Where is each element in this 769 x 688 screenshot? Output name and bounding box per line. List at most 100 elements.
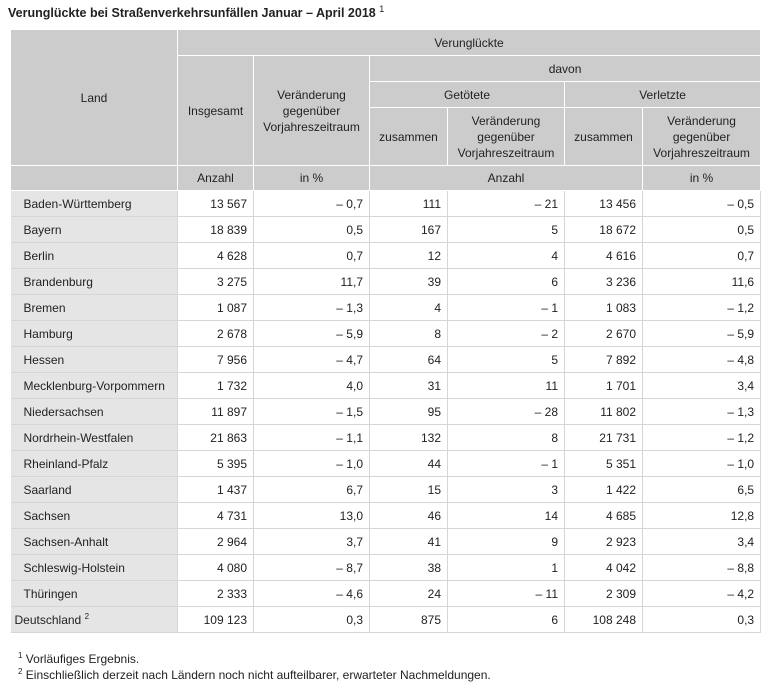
value-cell-getoetete: 38 — [369, 554, 448, 581]
value-cell-ver-get: 14 — [447, 502, 565, 529]
land-cell: Brandenburg — [10, 268, 178, 295]
value-cell-ver-ges: – 1,1 — [253, 424, 370, 451]
header-davon: davon — [368, 55, 762, 82]
value-cell-insgesamt: 3 275 — [177, 268, 254, 295]
value-cell-ver-verl: – 0,5 — [641, 190, 762, 217]
value-cell-ver-verl: 3,4 — [641, 528, 762, 555]
land-cell: Deutschland 2 — [10, 606, 178, 633]
value-cell-verletzte: 4 042 — [564, 554, 643, 581]
value-cell-ver-ges: – 0,7 — [253, 190, 370, 217]
value-cell-insgesamt: 21 863 — [177, 424, 254, 451]
value-cell-verletzte: 3 236 — [564, 268, 643, 295]
value-cell-ver-verl: 3,4 — [641, 372, 762, 399]
land-cell: Sachsen — [10, 502, 178, 529]
header-unit-anzahl: Anzahl — [177, 165, 254, 191]
value-cell-ver-ges: – 8,7 — [253, 554, 370, 581]
value-cell-ver-ges: – 4,6 — [253, 580, 370, 607]
value-cell-insgesamt: 11 897 — [177, 398, 254, 425]
land-cell: Bremen — [10, 294, 178, 321]
value-cell-insgesamt: 4 731 — [177, 502, 254, 529]
land-cell: Niedersachsen — [10, 398, 178, 425]
value-cell-getoetete: 24 — [369, 580, 448, 607]
header-unit-prozent: in % — [253, 165, 370, 191]
value-cell-ver-verl: 11,6 — [641, 268, 762, 295]
value-cell-ver-verl: – 1,2 — [641, 424, 762, 451]
value-cell-ver-get: – 1 — [447, 450, 565, 477]
value-cell-getoetete: 167 — [369, 216, 448, 243]
table-row-total: Deutschland 2 109 123 0,3 875 6 108 248 0,3 — [10, 606, 762, 633]
accident-table: Land Verunglückte Insgesamt Veränderung … — [10, 29, 762, 633]
header-verletzte: Verletzte — [563, 81, 762, 108]
value-cell-getoetete: 39 — [369, 268, 448, 295]
value-cell-getoetete: 31 — [369, 372, 448, 399]
value-cell-ver-get: – 21 — [447, 190, 565, 217]
value-cell-ver-get: 5 — [447, 216, 565, 243]
value-cell-insgesamt: 4 080 — [177, 554, 254, 581]
value-cell-ver-ges: – 4,7 — [253, 346, 370, 373]
value-cell-ver-ges: 0,5 — [253, 216, 370, 243]
header-verunglueckte: Verunglückte — [176, 29, 762, 56]
value-cell-getoetete: 875 — [369, 606, 448, 633]
value-cell-ver-get: 6 — [447, 606, 565, 633]
value-cell-ver-verl: – 4,2 — [641, 580, 762, 607]
value-cell-insgesamt: 2 678 — [177, 320, 254, 347]
land-cell: Baden-Württemberg — [10, 190, 178, 217]
value-cell-ver-get: – 2 — [447, 320, 565, 347]
value-cell-ver-ges: – 5,9 — [253, 320, 370, 347]
value-cell-verletzte: 2 923 — [564, 528, 643, 555]
value-cell-ver-get: – 1 — [447, 294, 565, 321]
table-row: Saarland 1 437 6,7 15 3 1 422 6,5 — [10, 476, 762, 503]
value-cell-ver-verl: 6,5 — [641, 476, 762, 503]
value-cell-getoetete: 41 — [369, 528, 448, 555]
value-cell-verletzte: 2 670 — [564, 320, 643, 347]
value-cell-getoetete: 44 — [369, 450, 448, 477]
land-cell: Bayern — [10, 216, 178, 243]
value-cell-insgesamt: 18 839 — [177, 216, 254, 243]
value-cell-ver-get: – 28 — [447, 398, 565, 425]
value-cell-ver-verl: – 5,9 — [641, 320, 762, 347]
table-row: Sachsen 4 731 13,0 46 14 4 685 12,8 — [10, 502, 762, 529]
value-cell-ver-ges: – 1,0 — [253, 450, 370, 477]
value-cell-insgesamt: 4 628 — [177, 242, 254, 269]
table-row: Schleswig-Holstein 4 080– 8,7 38 1 4 042– 8,… — [10, 554, 762, 581]
table-row: Baden-Württemberg 13 567– 0,7 111– 21 13 45… — [10, 190, 762, 217]
value-cell-ver-ges: 0,3 — [253, 606, 370, 633]
table-title: Verunglückte bei Straßenverkehrsunfällen… — [8, 3, 385, 20]
value-cell-verletzte: 18 672 — [564, 216, 643, 243]
value-cell-ver-verl: 12,8 — [641, 502, 762, 529]
header-verletzte-zusammen: zusammen — [564, 107, 643, 166]
value-cell-verletzte: 7 892 — [564, 346, 643, 373]
value-cell-insgesamt: 1 087 — [177, 294, 254, 321]
table-row: Mecklenburg-Vorpommern 1 732 4,0 31 11 1 701 3… — [10, 372, 762, 399]
table-row: Brandenburg 3 275 11,7 39 6 3 236 11,6 — [10, 268, 762, 295]
value-cell-ver-get: 8 — [447, 424, 565, 451]
table-row: Nordrhein-Westfalen 21 863– 1,1 132 8 21 731… — [10, 424, 762, 451]
value-cell-ver-verl: – 4,8 — [641, 346, 762, 373]
value-cell-ver-get: 9 — [447, 528, 565, 555]
land-cell: Schleswig-Holstein — [10, 554, 178, 581]
table-row: Hessen 7 956– 4,7 64 5 7 892– 4,8 — [10, 346, 762, 373]
value-cell-insgesamt: 13 567 — [177, 190, 254, 217]
value-cell-ver-get: 6 — [447, 268, 565, 295]
value-cell-verletzte: 5 351 — [564, 450, 643, 477]
value-cell-ver-verl: 0,5 — [641, 216, 762, 243]
header-unit-empty — [10, 165, 178, 191]
value-cell-ver-verl: 0,7 — [641, 242, 762, 269]
value-cell-verletzte: 1 701 — [564, 372, 643, 399]
value-cell-verletzte: 4 685 — [564, 502, 643, 529]
header-getoetete: Getötete — [369, 81, 565, 108]
table-row: Sachsen-Anhalt 2 964 3,7 41 9 2 923 3,4 — [10, 528, 762, 555]
value-cell-ver-verl: – 1,2 — [641, 294, 762, 321]
value-cell-verletzte: 2 309 — [564, 580, 643, 607]
header-getoetete-veraenderung: Veränderung gegenüber Vorjahreszeitraum — [447, 107, 565, 166]
header-insgesamt: Insgesamt — [177, 55, 254, 166]
value-cell-ver-get: – 11 — [447, 580, 565, 607]
value-cell-insgesamt: 5 395 — [177, 450, 254, 477]
value-cell-ver-get: 4 — [447, 242, 565, 269]
value-cell-insgesamt: 1 732 — [177, 372, 254, 399]
header-veraenderung: Veränderung gegenüber Vorjahreszeitraum — [253, 55, 370, 166]
value-cell-insgesamt: 2 964 — [177, 528, 254, 555]
land-cell: Hamburg — [10, 320, 178, 347]
land-cell: Saarland — [10, 476, 178, 503]
